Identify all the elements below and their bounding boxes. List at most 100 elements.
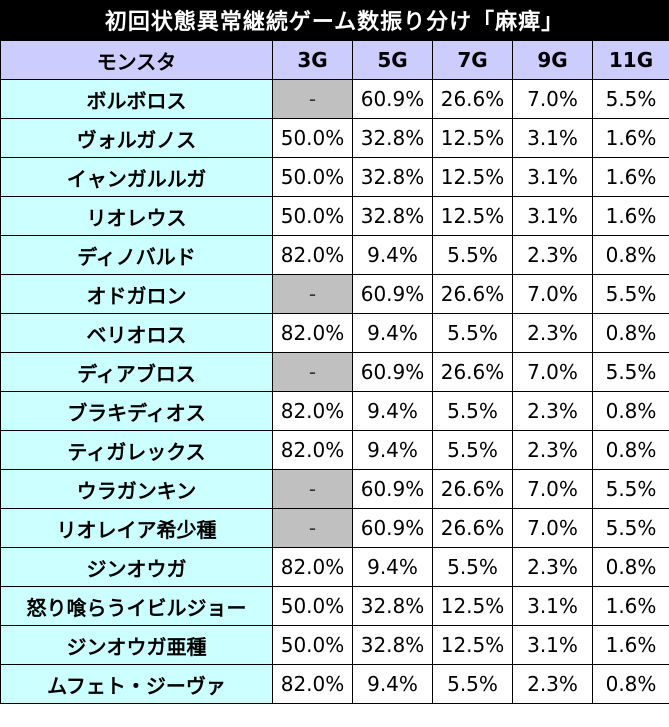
table-row: ヴォルガノス 50.0% 32.8% 12.5% 3.1% 1.6% (0, 118, 669, 158)
header-5g: 5G (352, 40, 433, 80)
value-cell: 32.8% (352, 157, 433, 197)
value-cell: 9.4% (352, 664, 433, 704)
value-cell: 50.0% (272, 586, 353, 626)
table-row: ムフェト・ジーヴァ 82.0% 9.4% 5.5% 2.3% 0.8% (0, 664, 669, 704)
value-cell: - (272, 352, 353, 392)
table-title: 初回状態異常継続ゲーム数振り分け「麻痺」 (0, 0, 669, 40)
value-cell: 5.5% (592, 274, 669, 314)
table-row: リオレウス 50.0% 32.8% 12.5% 3.1% 1.6% (0, 196, 669, 236)
value-cell: 32.8% (352, 118, 433, 158)
table-row: リオレイア希少種 -60.9% 26.6% 7.0% 5.5% (0, 508, 669, 548)
value-cell: 32.8% (352, 196, 433, 236)
value-cell: 2.3% (512, 547, 593, 587)
monster-name-cell: ティガレックス (0, 430, 273, 470)
value-cell: 0.8% (592, 313, 669, 353)
table-body: ボルボロス -60.9% 26.6% 7.0% 5.5% ヴォルガノス 50.0% 32.8%… (0, 79, 669, 704)
header-7g: 7G (432, 40, 513, 80)
monster-name-cell: ブラキディオス (0, 391, 273, 431)
value-cell: 60.9% (352, 79, 433, 119)
monster-name-cell: ウラガンキン (0, 469, 273, 509)
value-cell: 7.0% (512, 508, 593, 548)
value-cell: 12.5% (432, 118, 513, 158)
distribution-table: モンスタ 3G 5G 7G 9G 11G ボルボロス -60.9% 26.6% 7.0… (0, 40, 669, 704)
value-cell: 50.0% (272, 118, 353, 158)
value-cell: 82.0% (272, 391, 353, 431)
value-cell: 12.5% (432, 157, 513, 197)
value-cell: 26.6% (432, 274, 513, 314)
value-cell: 1.6% (592, 586, 669, 626)
value-cell: 3.1% (512, 196, 593, 236)
value-cell: 60.9% (352, 508, 433, 548)
value-cell: 2.3% (512, 235, 593, 275)
value-cell: 5.5% (592, 469, 669, 509)
value-cell: 0.8% (592, 235, 669, 275)
monster-name-cell: ベリオロス (0, 313, 273, 353)
value-cell: 1.6% (592, 196, 669, 236)
header-3g: 3G (272, 40, 353, 80)
value-cell: 60.9% (352, 469, 433, 509)
monster-name-cell: オドガロン (0, 274, 273, 314)
value-cell: 82.0% (272, 547, 353, 587)
value-cell: 26.6% (432, 469, 513, 509)
value-cell: 2.3% (512, 391, 593, 431)
value-cell: 1.6% (592, 118, 669, 158)
value-cell: 0.8% (592, 430, 669, 470)
header-row: モンスタ 3G 5G 7G 9G 11G (0, 40, 669, 80)
value-cell: 1.6% (592, 625, 669, 665)
value-cell: 7.0% (512, 274, 593, 314)
monster-name-cell: リオレイア希少種 (0, 508, 273, 548)
table-row: オドガロン -60.9% 26.6% 7.0% 5.5% (0, 274, 669, 314)
table-row: ベリオロス 82.0% 9.4% 5.5% 2.3% 0.8% (0, 313, 669, 353)
value-cell: 2.3% (512, 664, 593, 704)
monster-name-cell: ジンオウガ亜種 (0, 625, 273, 665)
table-row: ジンオウガ亜種 50.0% 32.8% 12.5% 3.1% 1.6% (0, 625, 669, 665)
value-cell: 60.9% (352, 352, 433, 392)
value-cell: 60.9% (352, 274, 433, 314)
value-cell: 32.8% (352, 586, 433, 626)
value-cell: 12.5% (432, 625, 513, 665)
value-cell: 7.0% (512, 79, 593, 119)
value-cell: 5.5% (432, 235, 513, 275)
value-cell: 0.8% (592, 664, 669, 704)
table-row: ウラガンキン -60.9% 26.6% 7.0% 5.5% (0, 469, 669, 509)
value-cell: 50.0% (272, 157, 353, 197)
table-row: ディノバルド 82.0% 9.4% 5.5% 2.3% 0.8% (0, 235, 669, 275)
table-row: ジンオウガ 82.0% 9.4% 5.5% 2.3% 0.8% (0, 547, 669, 587)
value-cell: 2.3% (512, 313, 593, 353)
monster-name-cell: イャンガルルガ (0, 157, 273, 197)
value-cell: 3.1% (512, 118, 593, 158)
value-cell: 5.5% (432, 664, 513, 704)
value-cell: 9.4% (352, 547, 433, 587)
header-monster: モンスタ (0, 40, 273, 80)
value-cell: 12.5% (432, 196, 513, 236)
value-cell: 7.0% (512, 352, 593, 392)
value-cell: 9.4% (352, 430, 433, 470)
value-cell: 26.6% (432, 352, 513, 392)
monster-name-cell: ムフェト・ジーヴァ (0, 664, 273, 704)
table-row: 怒り喰らうイビルジョー 50.0% 32.8% 12.5% 3.1% 1.6% (0, 586, 669, 626)
monster-name-cell: リオレウス (0, 196, 273, 236)
value-cell: 82.0% (272, 313, 353, 353)
value-cell: 5.5% (432, 391, 513, 431)
value-cell: - (272, 79, 353, 119)
value-cell: 0.8% (592, 391, 669, 431)
monster-name-cell: ヴォルガノス (0, 118, 273, 158)
value-cell: 0.8% (592, 547, 669, 587)
value-cell: 3.1% (512, 586, 593, 626)
value-cell: 82.0% (272, 235, 353, 275)
value-cell: 12.5% (432, 586, 513, 626)
value-cell: 50.0% (272, 196, 353, 236)
value-cell: 7.0% (512, 469, 593, 509)
value-cell: 5.5% (592, 79, 669, 119)
monster-name-cell: ディノバルド (0, 235, 273, 275)
value-cell: - (272, 274, 353, 314)
value-cell: 1.6% (592, 157, 669, 197)
value-cell: 5.5% (432, 547, 513, 587)
table-row: イャンガルルガ 50.0% 32.8% 12.5% 3.1% 1.6% (0, 157, 669, 197)
table-row: ティガレックス 82.0% 9.4% 5.5% 2.3% 0.8% (0, 430, 669, 470)
value-cell: 9.4% (352, 313, 433, 353)
value-cell: 9.4% (352, 391, 433, 431)
value-cell: 3.1% (512, 157, 593, 197)
value-cell: 5.5% (432, 430, 513, 470)
